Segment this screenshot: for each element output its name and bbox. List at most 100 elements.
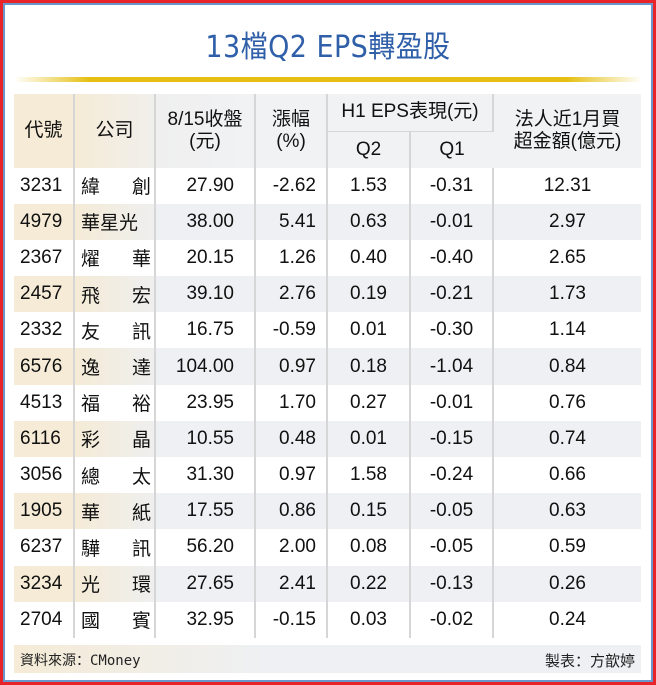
institutional-net-buy: 0.24 (549, 608, 586, 630)
table-row: 6576 逸達 104.00 0.97 0.18 -1.04 0.84 (14, 348, 641, 385)
close-price: 16.75 (155, 312, 256, 349)
company-name-char: 宏 (131, 285, 151, 307)
company-name-char: 逸 (81, 358, 101, 380)
company-name: 光環 (81, 570, 151, 597)
table-row: 1905 華紙 17.55 0.86 0.15 -0.05 0.63 (14, 493, 641, 530)
eps-q1: -0.05 (410, 529, 494, 566)
company-name: 總太 (81, 462, 151, 489)
change-pct: 0.97 (255, 457, 328, 494)
company-name-char: 裕 (131, 394, 151, 416)
source-note: 資料來源：CMoney (20, 653, 141, 669)
page-title: 13檔Q2 EPS轉盈股 (205, 30, 451, 65)
header-institutional: 法人近1月買 超金額(億元) (493, 94, 641, 168)
eps-q2: 0.08 (327, 529, 411, 566)
company-cell: 國賓 (74, 601, 156, 638)
close-price: 10.55 (155, 420, 256, 457)
close-price: 23.95 (155, 384, 256, 421)
stock-code: 6116 (14, 420, 75, 457)
company-name: 華星光 (81, 213, 139, 235)
table-row: 2457 飛宏 39.10 2.76 0.19 -0.21 1.73 (14, 276, 641, 313)
eps-q1: -0.01 (410, 384, 494, 421)
company-name-char: 達 (131, 358, 151, 380)
close-price: 32.95 (155, 601, 256, 638)
close-price: 39.10 (155, 276, 256, 313)
eps-q2: 1.58 (327, 457, 411, 494)
close-price: 38.00 (155, 203, 256, 240)
change-pct: -0.59 (255, 312, 328, 349)
company-name-char: 總 (81, 466, 101, 488)
company-name: 國賓 (81, 606, 151, 633)
eps-q2: 0.27 (327, 384, 411, 421)
stock-code: 2457 (14, 276, 75, 313)
company-name: 彩晶 (81, 425, 151, 452)
company-cell: 華紙 (74, 493, 156, 530)
company-cell: 光環 (74, 565, 156, 602)
table-row: 4979 華星光 38.00 5.41 0.63 -0.01 2.97 (14, 203, 641, 240)
company-name-char: 創 (131, 177, 151, 199)
eps-q1: -0.24 (410, 457, 494, 494)
eps-q1: -0.30 (410, 312, 494, 349)
close-price: 104.00 (155, 348, 256, 385)
eps-q1: -1.04 (410, 348, 494, 385)
table-row: 3231 緯創 27.90 -2.62 1.53 -0.31 12.31 (14, 167, 641, 204)
institutional-net-buy: 12.31 (543, 174, 592, 196)
author-note: 製表：方歆婷 (544, 653, 635, 670)
change-pct: 5.41 (255, 203, 328, 240)
eps-q1: -0.05 (410, 493, 494, 530)
institutional-net-buy: 0.76 (549, 391, 586, 413)
stock-code: 2332 (14, 312, 75, 349)
company-name-char: 訊 (131, 321, 151, 343)
eps-q2: 0.18 (327, 348, 411, 385)
change-pct: 1.26 (255, 239, 328, 277)
close-price: 17.55 (155, 493, 256, 530)
eps-q1: -0.02 (410, 601, 494, 638)
company-name-char: 環 (131, 575, 151, 597)
company-name-char: 彩 (81, 430, 101, 452)
company-name-char: 太 (131, 466, 151, 488)
company-cell: 燿華 (74, 239, 156, 277)
stock-code: 1905 (14, 493, 75, 530)
company-name: 友訊 (81, 317, 151, 344)
eps-q1: -0.21 (410, 276, 494, 313)
eps-q1: -0.31 (410, 167, 494, 204)
eps-q1: -0.01 (410, 203, 494, 240)
change-pct: 2.41 (255, 565, 328, 602)
company-name-char: 光 (81, 575, 101, 597)
header-eps-group: H1 EPS表現(元) (327, 94, 494, 131)
stock-code: 6576 (14, 348, 75, 385)
table-body: 3231 緯創 27.90 -2.62 1.53 -0.31 12.31 4979 華星光 38.… (14, 167, 641, 638)
eps-q2: 0.01 (327, 312, 411, 349)
company-name-char: 國 (81, 611, 101, 633)
company-name-char: 紙 (131, 502, 151, 524)
institutional-net-buy: 0.74 (493, 420, 641, 457)
company-cell: 逸達 (74, 348, 156, 385)
header-inst-line2: 超金額(億元) (513, 130, 622, 152)
table-row: 4513 福裕 23.95 1.70 0.27 -0.01 0.76 (14, 384, 641, 421)
eps-q2: 0.01 (327, 420, 411, 457)
company-name-char: 驊 (81, 538, 101, 560)
institutional-net-buy: 0.59 (549, 536, 586, 558)
header-close-line2: (元) (189, 130, 221, 152)
eps-q2: 0.19 (327, 276, 411, 313)
eps-q2: 1.53 (327, 167, 411, 204)
company-name-char: 賓 (131, 611, 151, 633)
company-cell: 總太 (74, 457, 156, 494)
stock-code: 4513 (14, 384, 75, 421)
eps-q2: 0.15 (327, 493, 411, 530)
eps-q1: -0.40 (410, 239, 494, 277)
header-change: 漲幅 (%) (255, 94, 328, 168)
header-code: 代號 (14, 94, 75, 168)
company-cell: 驊訊 (74, 529, 156, 566)
company-cell: 彩晶 (74, 420, 156, 457)
company-name: 福裕 (81, 389, 151, 416)
stock-code: 2704 (14, 601, 75, 638)
company-name: 飛宏 (81, 281, 151, 308)
company-name-char: 晶 (131, 430, 151, 452)
change-pct: 0.86 (255, 493, 328, 530)
institutional-net-buy: 1.14 (549, 319, 586, 341)
institutional-net-buy: 2.97 (493, 203, 641, 240)
table-row: 3234 光環 27.65 2.41 0.22 -0.13 0.26 (14, 565, 641, 602)
header-q1: Q1 (410, 130, 493, 168)
company-cell: 華星光 (74, 203, 156, 240)
change-pct: -0.15 (255, 601, 328, 638)
